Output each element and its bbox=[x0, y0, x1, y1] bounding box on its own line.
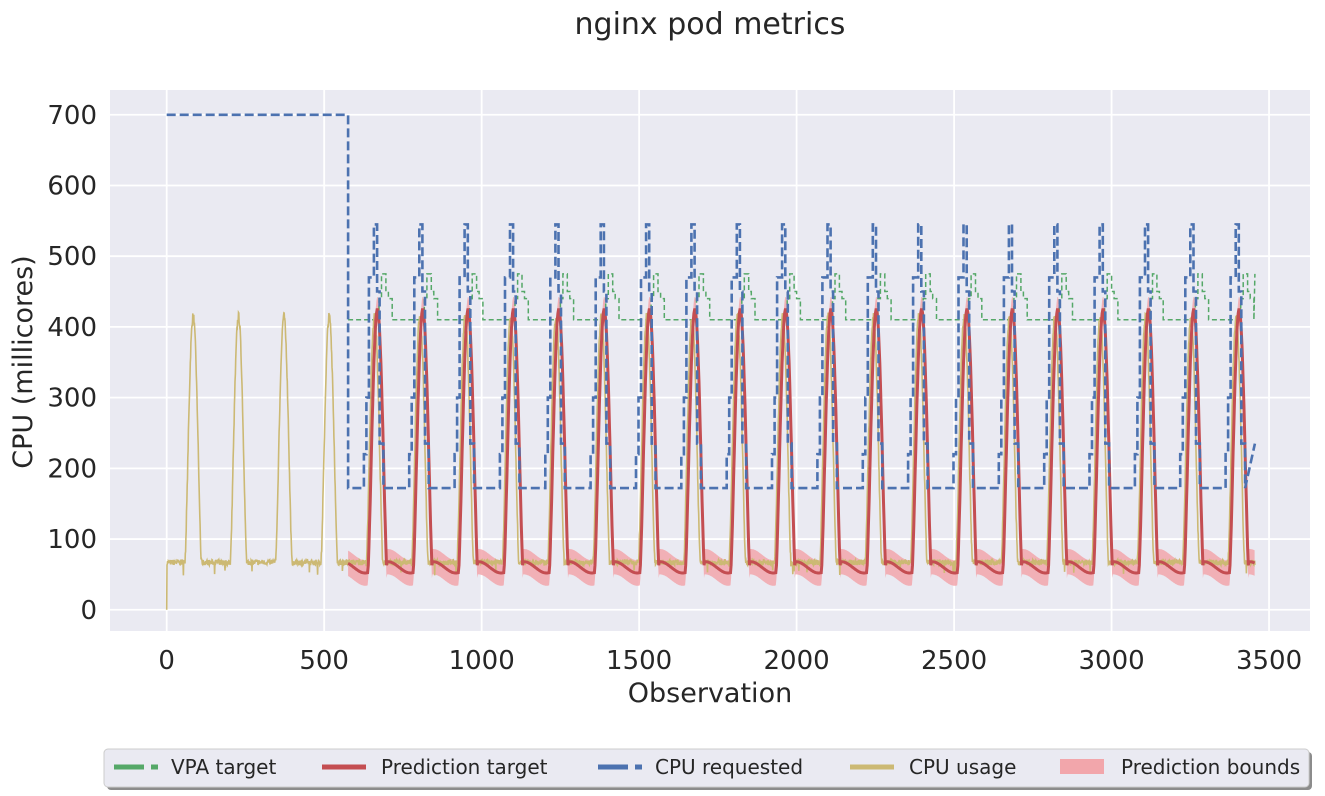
legend-label: Prediction target bbox=[381, 755, 548, 779]
plot-area bbox=[110, 90, 1310, 631]
y-tick-label: 100 bbox=[47, 525, 97, 555]
legend-label: VPA target bbox=[171, 755, 276, 779]
y-tick-label: 600 bbox=[47, 171, 97, 201]
legend-item: CPU requested bbox=[598, 755, 803, 779]
x-tick-label: 3500 bbox=[1236, 646, 1302, 676]
legend: VPA target Prediction target CPU requested… bbox=[103, 748, 1312, 790]
series-layer bbox=[165, 113, 1257, 610]
legend-label: CPU requested bbox=[655, 755, 803, 779]
y-axis-label: CPU (millicores) bbox=[8, 255, 39, 468]
x-tick-label: 1500 bbox=[606, 646, 672, 676]
legend-item: Prediction bounds bbox=[1060, 755, 1300, 779]
x-tick-label: 500 bbox=[299, 646, 349, 676]
legend-label: Prediction bounds bbox=[1121, 755, 1300, 779]
legend-item: VPA target bbox=[114, 755, 276, 779]
chart-title: nginx pod metrics bbox=[575, 7, 846, 42]
y-tick-label: 300 bbox=[47, 384, 97, 414]
legend-item: Prediction target bbox=[322, 755, 548, 779]
prediction-bounds-layer bbox=[348, 297, 1255, 586]
y-tick-label: 200 bbox=[47, 454, 97, 484]
series-prediction-target bbox=[347, 308, 1256, 575]
y-tick-label: 400 bbox=[47, 313, 97, 343]
legend-swatch bbox=[1060, 759, 1104, 774]
series-vpa-target bbox=[348, 273, 1256, 321]
legend-item: CPU usage bbox=[850, 755, 1016, 779]
x-tick-label: 0 bbox=[158, 646, 175, 676]
x-tick-label: 3000 bbox=[1078, 646, 1144, 676]
x-tick-label: 1000 bbox=[449, 646, 515, 676]
x-axis-ticks: 0 500 1000 1500 2000 2500 3000 3500 bbox=[158, 646, 1302, 676]
x-axis-label: Observation bbox=[628, 678, 792, 709]
y-axis-ticks: 0 100 200 300 400 500 600 700 bbox=[47, 101, 97, 626]
y-tick-label: 0 bbox=[80, 596, 97, 626]
x-tick-label: 2000 bbox=[764, 646, 830, 676]
legend-label: CPU usage bbox=[909, 755, 1016, 779]
y-tick-label: 500 bbox=[47, 242, 97, 272]
series-cpu-requested bbox=[166, 113, 1257, 490]
x-tick-label: 2500 bbox=[921, 646, 987, 676]
prediction-bounds-band bbox=[348, 297, 1255, 586]
y-tick-label: 700 bbox=[47, 101, 97, 131]
